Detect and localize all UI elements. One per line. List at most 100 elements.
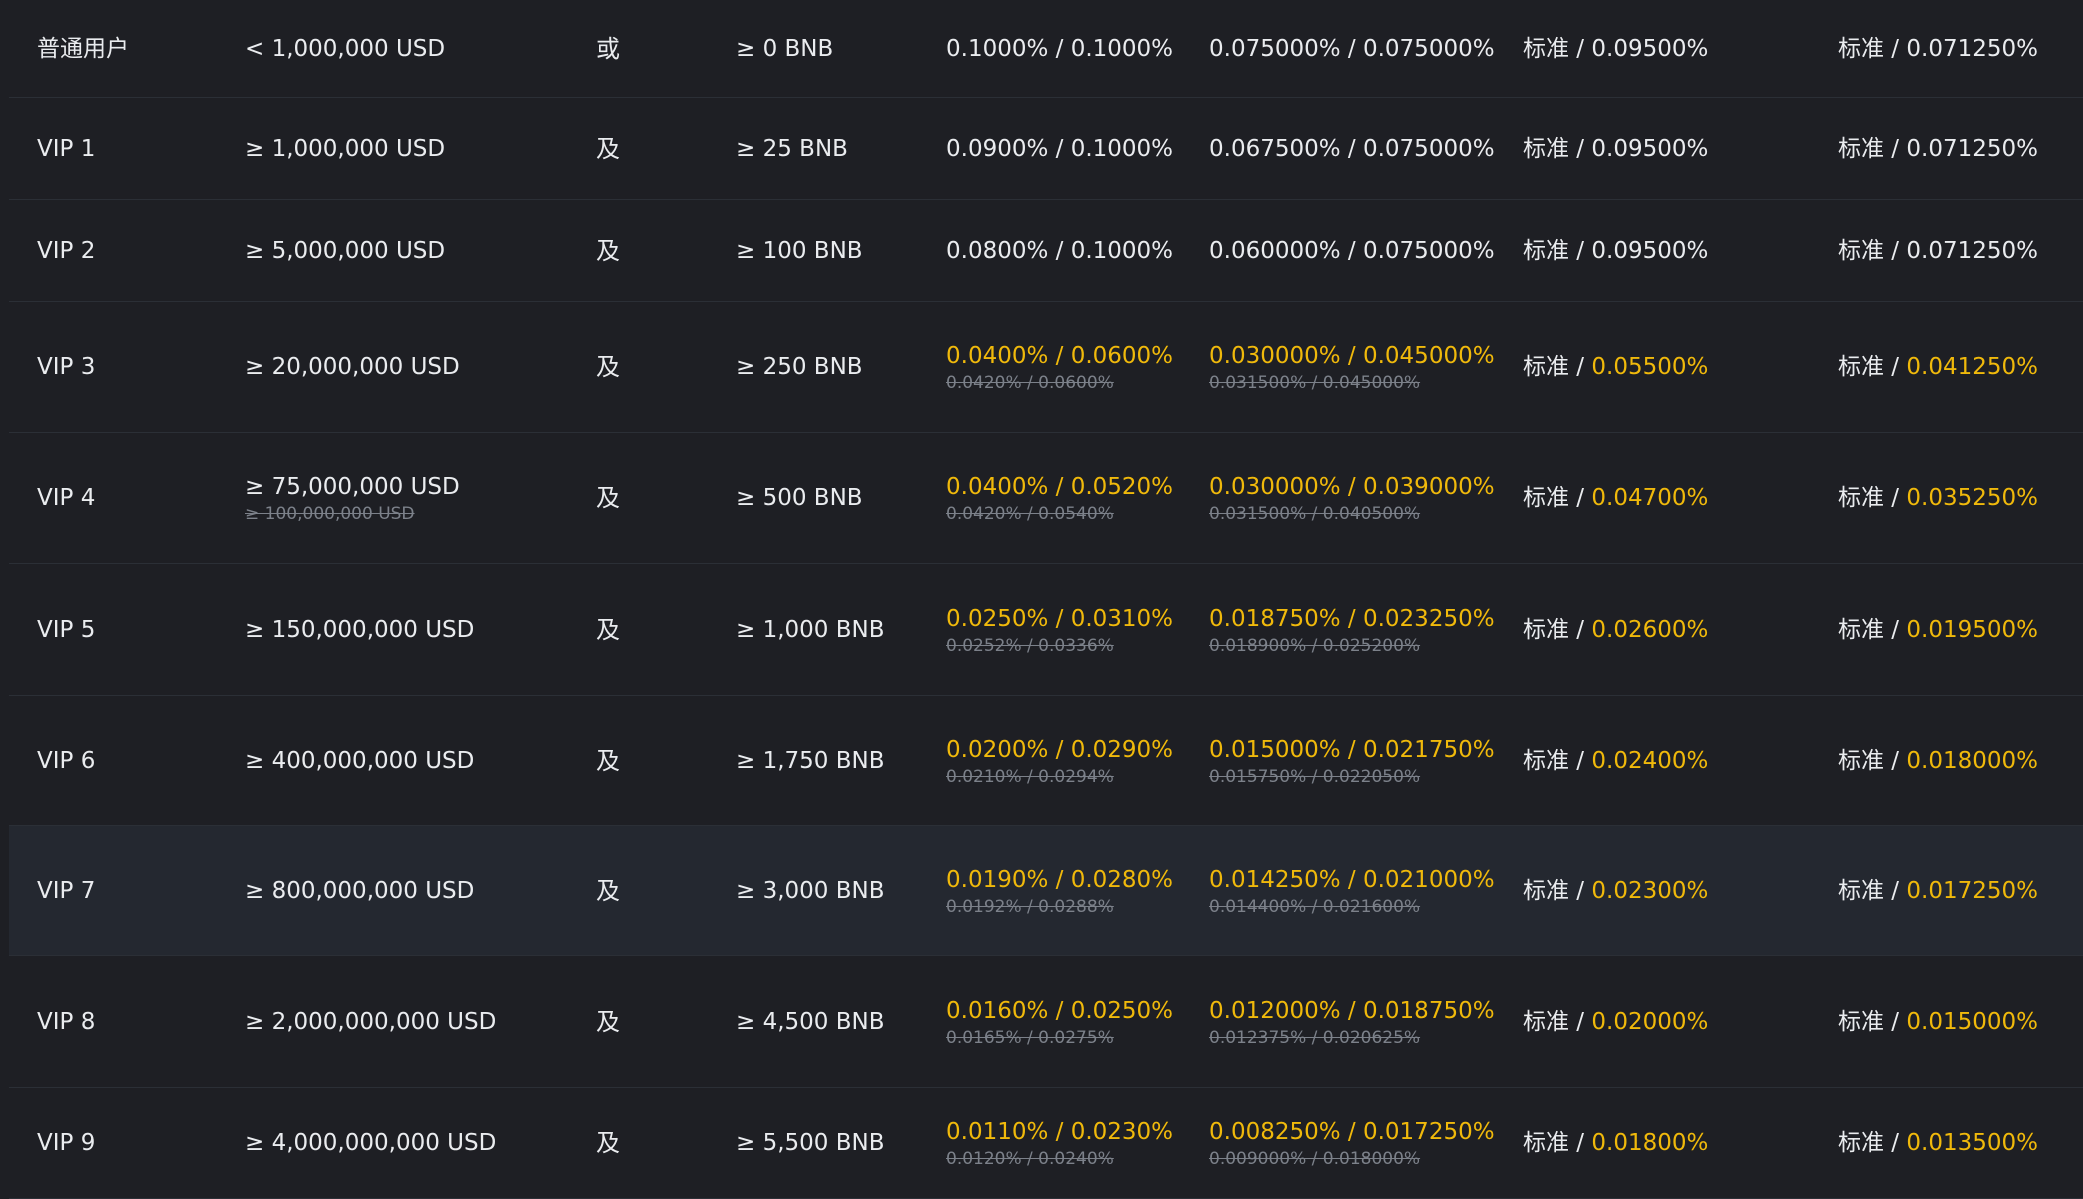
spot-fee-old-value: 0.0192% / 0.0288% xyxy=(946,896,1114,917)
trade-volume-value: ≥ 75,000,000 USD xyxy=(245,474,460,500)
bnb-balance-cell: ≥ 25 BNB xyxy=(736,98,848,199)
trade-volume-value: < 1,000,000 USD xyxy=(245,35,446,62)
futures-bnb-fee-value: 0.018000% xyxy=(1906,747,2038,774)
futures-bnb-fee-value: 0.071250% xyxy=(1906,35,2038,62)
condition-connector: 或 xyxy=(596,0,620,97)
table-row[interactable]: VIP 8 ≥ 2,000,000,000 USD 及 ≥ 4,500 BNB 0.01… xyxy=(9,956,2083,1088)
futures-fee-cell: 标准 / 0.01800% xyxy=(1523,1088,1708,1198)
bnb-balance-cell: ≥ 500 BNB xyxy=(736,433,863,563)
trade-volume-value: ≥ 4,000,000,000 USD xyxy=(245,1130,497,1156)
trade-volume-cell: ≥ 150,000,000 USD xyxy=(245,564,474,695)
futures-fee-line: 标准 / 0.01800% xyxy=(1523,1128,1708,1158)
bnb-balance-value: ≥ 4,500 BNB xyxy=(736,1008,885,1035)
bnb-balance-value: ≥ 1,750 BNB xyxy=(736,747,885,774)
spot-bnb-fee-value: 0.015000% / 0.021750% xyxy=(1209,736,1495,763)
trade-volume-value: ≥ 400,000,000 USD xyxy=(245,747,475,774)
trade-volume-cell: ≥ 800,000,000 USD xyxy=(245,826,474,955)
futures-bnb-fee-line: 标准 / 0.013500% xyxy=(1838,1128,2038,1158)
vip-level-label: VIP 3 xyxy=(37,354,96,380)
trade-volume-value: ≥ 800,000,000 USD xyxy=(245,877,475,904)
condition-connector-text: 及 xyxy=(596,484,620,512)
condition-connector-text: 及 xyxy=(596,876,620,905)
bnb-balance-cell: ≥ 1,000 BNB xyxy=(736,564,885,695)
futures-bnb-fee-line: 标准 / 0.071250% xyxy=(1838,34,2038,64)
table-row[interactable]: VIP 1 ≥ 1,000,000 USD 及 ≥ 25 BNB 0.0900% / 0… xyxy=(9,98,2083,200)
trade-volume-value: ≥ 2,000,000,000 USD xyxy=(245,1008,497,1035)
spot-fee-value: 0.0110% / 0.0230% xyxy=(946,1119,1174,1145)
futures-fee-line: 标准 / 0.09500% xyxy=(1523,134,1708,164)
spot-bnb-fee-cell: 0.014250% / 0.021000% 0.014400% / 0.02160… xyxy=(1209,826,1495,955)
condition-connector-text: 及 xyxy=(596,353,620,381)
futures-fee-line: 标准 / 0.09500% xyxy=(1523,34,1708,64)
vip-level-label: VIP 8 xyxy=(37,1008,96,1035)
futures-fee-cell: 标准 / 0.09500% xyxy=(1523,200,1708,301)
trade-volume-cell: ≥ 20,000,000 USD xyxy=(245,302,460,432)
spot-fee-value: 0.0900% / 0.1000% xyxy=(946,135,1174,162)
futures-bnb-fee-line: 标准 / 0.015000% xyxy=(1838,1007,2038,1037)
bnb-balance-cell: ≥ 100 BNB xyxy=(736,200,863,301)
table-row[interactable]: VIP 2 ≥ 5,000,000 USD 及 ≥ 100 BNB 0.0800% / … xyxy=(9,200,2083,302)
table-row[interactable]: 普通用户 < 1,000,000 USD 或 ≥ 0 BNB 0.1000% / 0.1… xyxy=(9,0,2083,98)
spot-bnb-fee-cell: 0.030000% / 0.039000% 0.031500% / 0.04050… xyxy=(1209,433,1495,563)
futures-bnb-fee-prefix: 标准 / xyxy=(1838,35,1900,62)
vip-level-label: VIP 6 xyxy=(37,747,96,774)
condition-connector-text: 及 xyxy=(596,1129,620,1157)
bnb-balance-cell: ≥ 250 BNB xyxy=(736,302,863,432)
futures-bnb-fee-value: 0.017250% xyxy=(1906,877,2038,904)
condition-connector-text: 及 xyxy=(596,615,620,644)
spot-bnb-fee-cell: 0.060000% / 0.075000% xyxy=(1209,200,1495,301)
condition-connector-text: 及 xyxy=(596,236,620,265)
futures-bnb-fee-value: 0.015000% xyxy=(1906,1008,2038,1035)
futures-bnb-fee-prefix: 标准 / xyxy=(1838,1130,1900,1156)
futures-fee-value: 0.02400% xyxy=(1591,747,1709,774)
futures-fee-cell: 标准 / 0.04700% xyxy=(1523,433,1708,563)
spot-bnb-fee-cell: 0.030000% / 0.045000% 0.031500% / 0.04500… xyxy=(1209,302,1495,432)
spot-fee-cell: 0.0900% / 0.1000% xyxy=(946,98,1173,199)
spot-bnb-fee-value: 0.030000% / 0.045000% xyxy=(1209,343,1495,369)
table-row[interactable]: VIP 9 ≥ 4,000,000,000 USD 及 ≥ 5,500 BNB 0.01… xyxy=(9,1088,2083,1199)
futures-fee-cell: 标准 / 0.09500% xyxy=(1523,0,1708,97)
futures-fee-value: 0.04700% xyxy=(1591,485,1709,511)
spot-bnb-fee-old-value: 0.031500% / 0.040500% xyxy=(1209,504,1421,524)
futures-fee-cell: 标准 / 0.02600% xyxy=(1523,564,1708,695)
futures-fee-cell: 标准 / 0.05500% xyxy=(1523,302,1708,432)
bnb-balance-cell: ≥ 0 BNB xyxy=(736,0,833,97)
vip-level-label: VIP 1 xyxy=(37,135,96,162)
table-row[interactable]: VIP 7 ≥ 800,000,000 USD 及 ≥ 3,000 BNB 0.0190… xyxy=(9,826,2083,956)
condition-connector: 及 xyxy=(596,200,620,301)
spot-bnb-fee-value: 0.012000% / 0.018750% xyxy=(1209,997,1495,1024)
futures-bnb-fee-line: 标准 / 0.035250% xyxy=(1838,483,2038,513)
table-row[interactable]: VIP 5 ≥ 150,000,000 USD 及 ≥ 1,000 BNB 0.0250… xyxy=(9,564,2083,696)
spot-fee-old-value: 0.0165% / 0.0275% xyxy=(946,1027,1114,1048)
futures-bnb-fee-line: 标准 / 0.041250% xyxy=(1838,352,2038,382)
spot-fee-cell: 0.1000% / 0.1000% xyxy=(946,0,1173,97)
spot-fee-value: 0.0200% / 0.0290% xyxy=(946,736,1174,763)
condition-connector: 及 xyxy=(596,98,620,199)
futures-bnb-fee-prefix: 标准 / xyxy=(1838,354,1900,380)
table-row[interactable]: VIP 3 ≥ 20,000,000 USD 及 ≥ 250 BNB 0.0400% /… xyxy=(9,302,2083,433)
vip-level-cell: VIP 2 xyxy=(37,200,95,301)
futures-fee-prefix: 标准 / xyxy=(1523,877,1585,904)
spot-bnb-fee-value: 0.067500% / 0.075000% xyxy=(1209,135,1495,162)
futures-bnb-fee-line: 标准 / 0.017250% xyxy=(1838,876,2038,906)
condition-connector-text: 或 xyxy=(596,34,620,63)
futures-bnb-fee-cell: 标准 / 0.071250% xyxy=(1838,0,2038,97)
trade-volume-cell: ≥ 5,000,000 USD xyxy=(245,200,445,301)
spot-fee-cell: 0.0250% / 0.0310% 0.0252% / 0.0336% xyxy=(946,564,1173,695)
futures-bnb-fee-cell: 标准 / 0.019500% xyxy=(1838,564,2038,695)
spot-fee-value: 0.0160% / 0.0250% xyxy=(946,997,1174,1024)
spot-bnb-fee-value: 0.060000% / 0.075000% xyxy=(1209,237,1495,264)
trade-volume-cell: ≥ 4,000,000,000 USD xyxy=(245,1088,496,1198)
table-row[interactable]: VIP 4 ≥ 75,000,000 USD ≥ 100,000,000 USD 及 ≥… xyxy=(9,433,2083,564)
futures-fee-value: 0.09500% xyxy=(1591,135,1709,162)
spot-bnb-fee-cell: 0.015000% / 0.021750% 0.015750% / 0.02205… xyxy=(1209,696,1495,825)
futures-fee-prefix: 标准 / xyxy=(1523,1130,1585,1156)
futures-bnb-fee-prefix: 标准 / xyxy=(1838,135,1900,162)
futures-fee-line: 标准 / 0.04700% xyxy=(1523,483,1708,513)
futures-bnb-fee-cell: 标准 / 0.015000% xyxy=(1838,956,2038,1087)
table-row[interactable]: VIP 6 ≥ 400,000,000 USD 及 ≥ 1,750 BNB 0.0200… xyxy=(9,696,2083,826)
spot-bnb-fee-old-value: 0.009000% / 0.018000% xyxy=(1209,1149,1421,1169)
futures-fee-line: 标准 / 0.02600% xyxy=(1523,615,1708,645)
condition-connector: 及 xyxy=(596,956,620,1087)
spot-bnb-fee-value: 0.075000% / 0.075000% xyxy=(1209,35,1495,62)
